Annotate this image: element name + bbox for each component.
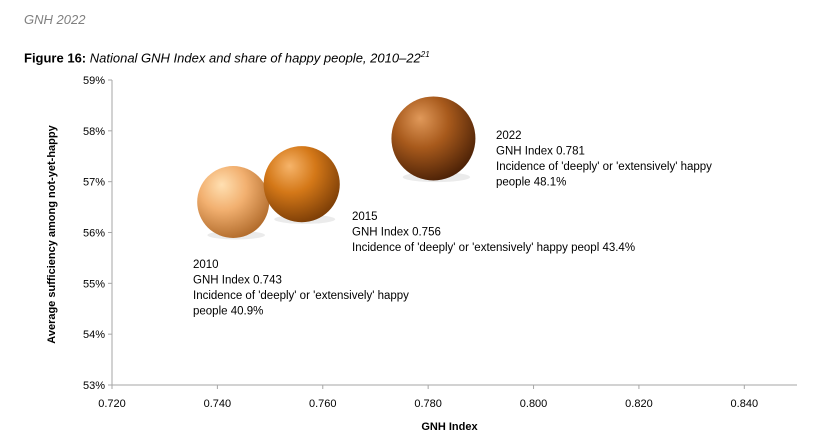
running-head: GNH 2022	[24, 12, 86, 27]
annotation-line: Incidence of 'deeply' or 'extensively' h…	[193, 290, 409, 302]
annotation-line: people 48.1%	[496, 177, 566, 189]
y-tick-label: 54%	[83, 329, 105, 341]
annotation-line: Incidence of 'deeply' or 'extensively' h…	[496, 161, 712, 173]
y-tick-label: 53%	[83, 380, 105, 392]
x-axis-title: GNH Index	[421, 421, 478, 433]
y-tick-label: 58%	[83, 126, 105, 138]
annotation-line: 2015	[352, 211, 378, 223]
data-bubble-2015	[263, 146, 340, 223]
annotation-line: 2022	[496, 130, 522, 142]
x-tick-label: 0.740	[204, 398, 232, 410]
x-tick-label: 0.800	[520, 398, 548, 410]
y-axis-title: Average sufficiency among not-yet-happy	[46, 124, 58, 343]
x-tick-label: 0.760	[309, 398, 337, 410]
annotation-line: 2010	[193, 259, 219, 271]
y-tick-label: 55%	[83, 278, 105, 290]
figure-title-text: National GNH Index and share of happy pe…	[89, 50, 421, 66]
figure-label: Figure 16:	[24, 50, 87, 66]
y-tick-label: 57%	[83, 177, 105, 189]
x-tick-label: 0.720	[98, 398, 126, 410]
annotation-line: GNH Index 0.743	[193, 275, 282, 287]
y-tick-label: 59%	[83, 75, 105, 87]
data-bubble-2010	[197, 166, 270, 238]
x-tick-label: 0.820	[625, 398, 653, 410]
annotation-2015: 2015 GNH Index 0.756 Incidence of 'deeply'…	[352, 211, 635, 254]
annotation-2010: 2010 GNH Index 0.743 Incidence of 'deeply'…	[193, 259, 409, 318]
annotation-line: Incidence of 'deeply' or 'extensively' h…	[352, 242, 635, 254]
annotation-line: people 40.9%	[193, 306, 263, 318]
annotation-2022: 2022 GNH Index 0.781 Incidence of 'deeply'…	[496, 130, 712, 189]
y-tick-label: 56%	[83, 228, 105, 240]
figure-footnote-ref: 21	[420, 50, 430, 59]
annotation-line: GNH Index 0.781	[496, 146, 585, 158]
data-bubble-2022	[391, 96, 476, 181]
figure-title: Figure 16: National GNH Index and share …	[24, 50, 430, 65]
x-tick-label: 0.780	[414, 398, 442, 410]
annotation-line: GNH Index 0.756	[352, 227, 441, 239]
x-tick-label: 0.840	[731, 398, 759, 410]
